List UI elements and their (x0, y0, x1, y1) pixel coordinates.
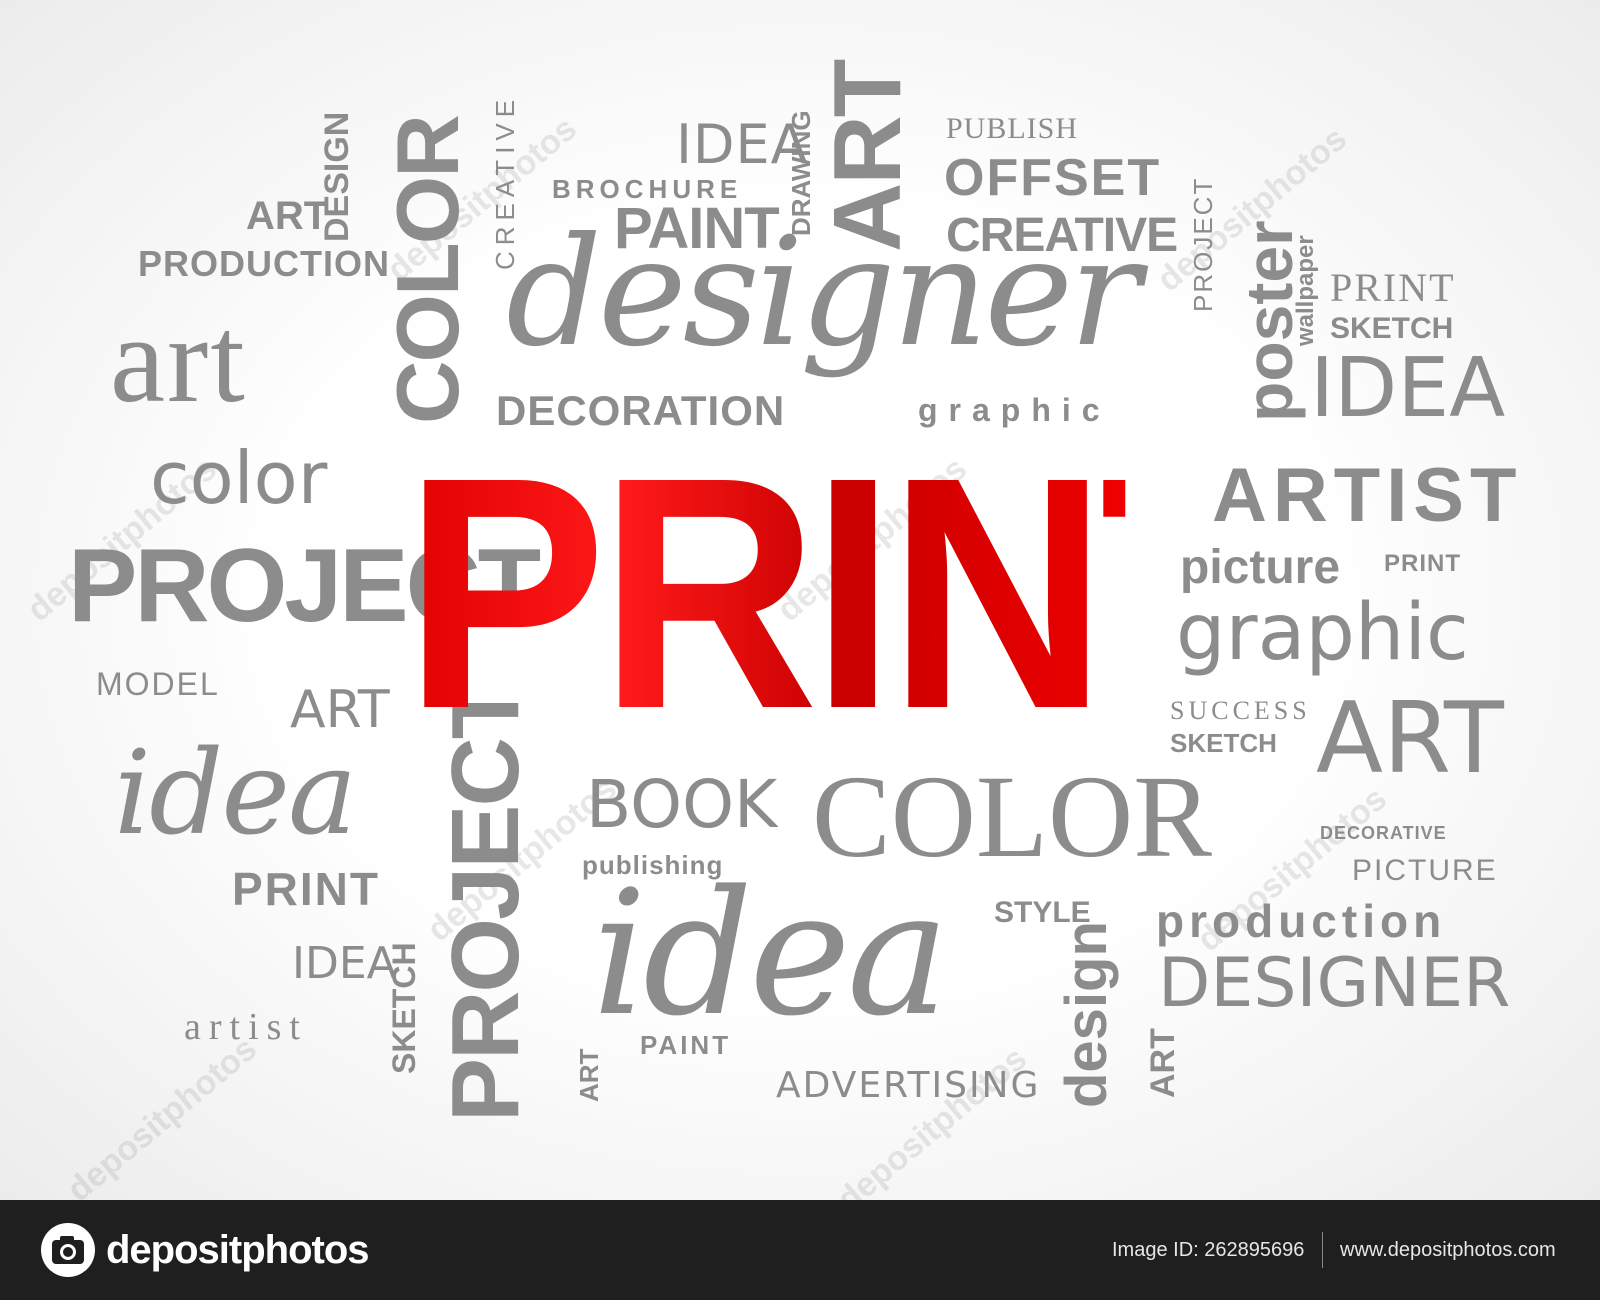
word: COLOR (378, 116, 477, 424)
word: PAINT (614, 196, 780, 261)
word: picture (1180, 541, 1341, 594)
camera-logo-icon (41, 1223, 95, 1277)
footer-bar: depositphotos Image ID: 262895696 www.de… (0, 1200, 1600, 1300)
word: ARTIST (1212, 453, 1523, 538)
word: COLOR (812, 751, 1212, 882)
word: PICTURE (1352, 854, 1498, 887)
divider (1322, 1232, 1323, 1268)
word: DESIGNER (1158, 944, 1511, 1023)
word: ART (290, 680, 390, 740)
word: ART (246, 194, 329, 238)
main-word: PRINT (404, 408, 1285, 777)
word: graphic (918, 392, 1111, 428)
image-id-label: Image ID: 262895696 (1112, 1239, 1305, 1261)
word: wallpaper (1292, 235, 1319, 346)
word: artist (184, 1006, 308, 1048)
word: PRODUCTION (138, 243, 390, 284)
word: PROJECT (1188, 176, 1218, 312)
word: designer (506, 206, 1141, 380)
word: idea (114, 726, 357, 861)
watermark: depositphotos (830, 1039, 1034, 1200)
word: ART (1144, 1028, 1182, 1098)
word: ART (574, 1048, 604, 1102)
word: ART (1316, 682, 1504, 796)
word: OFFSET (944, 149, 1162, 207)
word: MODEL (96, 666, 220, 702)
word: PRINT (232, 863, 380, 915)
word: art (110, 291, 247, 428)
word: PRINT (1384, 550, 1461, 577)
word: IDEA (292, 938, 397, 989)
site-url-link[interactable]: www.depositphotos.com (1340, 1239, 1556, 1261)
word: SKETCH (1330, 312, 1454, 345)
word: IDEA (676, 113, 809, 176)
word: design (1054, 921, 1119, 1108)
word-cloud: depositphotos depositphotos depositphoto… (0, 0, 1600, 1200)
word: BROCHURE (552, 174, 743, 204)
word: DECORATION (496, 387, 786, 434)
word: CREATIVE (946, 209, 1178, 262)
word: PROJECT (68, 528, 541, 644)
word: PRINT (1330, 265, 1456, 310)
word: SKETCH (1170, 728, 1277, 758)
word: PUBLISH (946, 112, 1079, 145)
word: SKETCH (386, 942, 422, 1074)
word: production (1156, 895, 1447, 947)
word: color (150, 436, 328, 520)
word: SUCCESS (1170, 696, 1311, 725)
word: IDEA (1310, 341, 1506, 436)
word: graphic (1176, 588, 1469, 678)
word: idea (592, 853, 949, 1054)
watermark: depositphotos (60, 1029, 264, 1200)
word: BOOK (586, 766, 778, 843)
word: STYLE (994, 896, 1091, 929)
brand-logo-text: depositphotos (106, 1228, 370, 1272)
word: publishing (582, 850, 724, 880)
word: DECORATIVE (1320, 823, 1447, 843)
word: PAINT (640, 1030, 732, 1060)
word: ADVERTISING (776, 1065, 1041, 1106)
